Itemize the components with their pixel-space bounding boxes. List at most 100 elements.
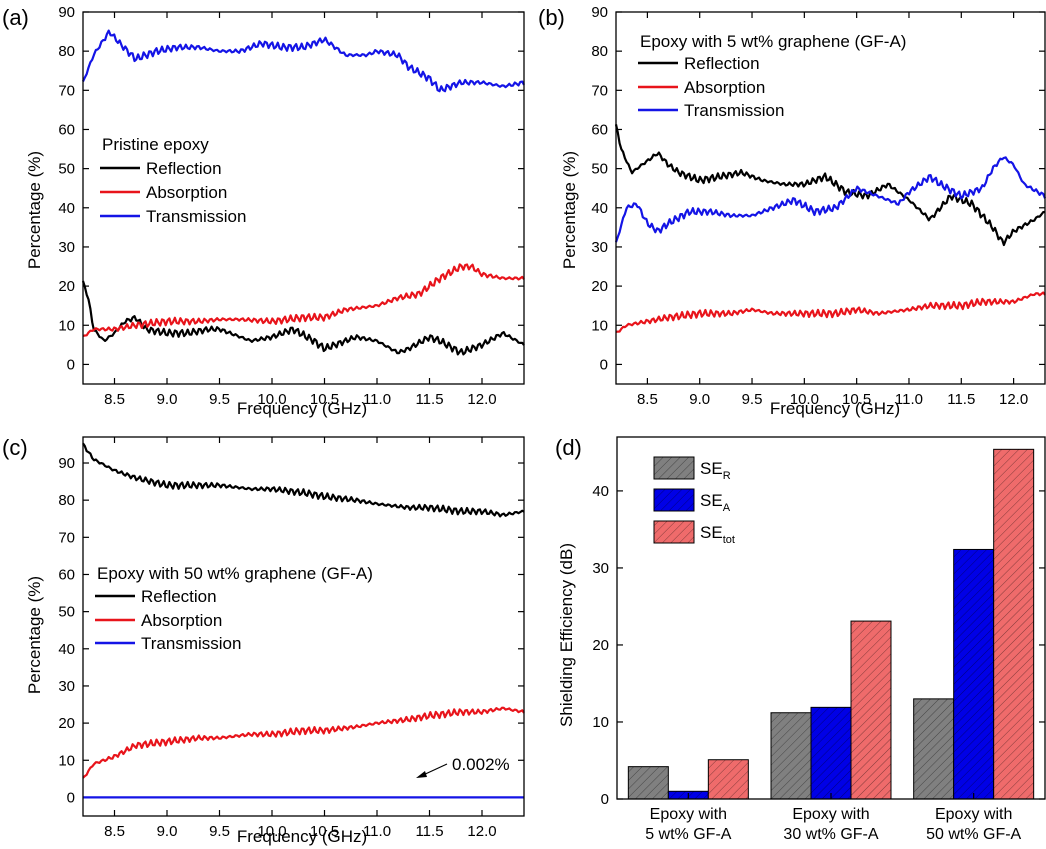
panel-b-y-tick-label: 80 [591,43,608,60]
panel-d-label: (d) [555,435,582,460]
panel-d-legend-se-r-sub: R [723,470,731,482]
panel-b-legend-transmission: Transmission [684,101,784,120]
panel-d-category-label: 5 wt% GF-A [645,826,732,843]
panel-d-bar-hatch-se-a [953,549,994,799]
panel-b-x-tick-label: 9.0 [689,391,710,408]
panel-a-x-tick-label: 9.0 [157,391,178,408]
panel-a-y-tick-label: 70 [58,82,75,99]
panel-d-category-label: Epoxy with [935,806,1012,823]
panel-b-x-tick-label: 10.5 [842,391,871,408]
panel-a-y-tick-label: 30 [58,239,75,256]
panel-d-bar-hatch-se-r [628,766,669,799]
panel-a-x-tick-label: 11.5 [415,391,443,408]
panel-b-x-tick-label: 10.0 [790,391,819,408]
panel-c-y-tick-label: 80 [58,492,75,509]
panel-d-legend-se-r: SER [700,459,731,482]
panel-d-category-label: Epoxy with [792,806,869,823]
panel-b-x-tick-label: 8.5 [637,391,658,408]
panel-c-legend-title: Epoxy with 50 wt% graphene (GF-A) [97,564,373,583]
panel-d-legend-se-tot: SEtot [700,523,735,546]
panel-c-y-axis-title: Percentage (%) [25,576,44,694]
panel-a-label: (a) [2,5,29,30]
panel-b-reflection-absorption-transmission-chart: (b) Percentage (%) Frequency (GHz) 0 10 20… [538,4,1046,418]
panel-c-plot-frame [82,436,525,817]
panel-b-y-tick-label: 0 [600,356,608,373]
panel-d-legend-se-a: SEA [700,491,731,514]
panel-a-legend-transmission: Transmission [146,207,246,226]
panel-a-legend-reflection: Reflection [146,159,222,178]
panel-a-reflection-absorption-transmission-chart: (a) Percentage (%) Frequency (GHz) 0 10 20… [2,4,525,418]
panel-c-reflection-absorption-transmission-chart: (c) Percentage (%) Frequency (GHz) 0 10 20… [2,435,525,846]
panel-c-y-tick-label: 60 [58,566,75,583]
panel-a-y-tick-label: 10 [58,317,75,334]
panel-b-y-tick-label: 60 [591,121,608,138]
panel-d-legend-se-a-sub: A [723,502,731,514]
panel-a-x-tick-label: 10.0 [257,391,286,408]
panel-c-annotation-arrowhead [416,771,427,778]
panel-b-legend-title: Epoxy with 5 wt% graphene (GF-A) [640,32,906,51]
panel-d-legend-se-tot-main: SE [700,523,723,542]
panel-d-y-tick-label: 0 [601,791,609,808]
panel-c-legend-absorption: Absorption [141,611,222,630]
panel-a-y-axis-title: Percentage (%) [25,151,44,269]
panel-c-annotation: 0.002% [416,755,510,778]
panel-d-y-tick-label: 20 [592,637,609,654]
panel-b-y-axis-title: Percentage (%) [560,151,579,269]
panel-c-y-tick-label: 90 [58,455,75,472]
panel-d-legend-se-a-main: SE [700,491,723,510]
panel-d-bar-hatch-se-r [913,698,954,799]
panel-d-legend-swatch-se-a-hatch [654,489,694,511]
panel-d-bar-hatch-se-tot [851,621,891,799]
panel-b-y-tick-label: 10 [591,317,608,334]
panel-a-y-tick-label: 60 [58,121,75,138]
panel-b-x-tick-label: 11.5 [947,391,975,408]
panel-a-y-tick-label: 80 [58,43,75,60]
panel-c-x-tick-label: 10.5 [310,823,339,840]
panel-d-plot-frame [616,436,1046,800]
panel-d-y-tick-label: 10 [592,714,609,731]
panel-a-x-tick-label: 10.5 [310,391,339,408]
panel-b-y-tick-label: 70 [591,82,608,99]
panel-b-x-tick-label: 12.0 [999,391,1028,408]
panel-b-y-tick-label: 50 [591,161,608,178]
panel-b-y-tick-label: 30 [591,239,608,256]
panel-d-bar-hatch-se-r [771,712,811,799]
panel-b-plot-frame [615,11,1046,385]
panel-c-x-tick-label: 9.5 [209,823,230,840]
panel-a-y-tick-label: 40 [58,200,75,217]
panel-d-y-tick-label: 30 [592,560,609,577]
panel-c-line-absorption [82,706,525,779]
panel-d-legend-se-tot-sub: tot [723,534,735,546]
panel-d-bar-hatch-se-tot [993,449,1034,799]
panel-b-line-absorption [615,291,1046,333]
panel-b-y-tick-label: 40 [591,200,608,217]
panel-d-legend-swatch-se-r-hatch [654,457,694,479]
panel-c-x-axis-title: Frequency (GHz) [237,827,367,846]
panel-c-y-tick-label: 0 [67,789,75,806]
panel-d-category-label: Epoxy with [650,806,727,823]
panel-c-legend-reflection: Reflection [141,587,217,606]
panel-a-line-transmission [82,29,525,93]
panel-d-legend-se-r-main: SE [700,459,723,478]
panel-b-legend-reflection: Reflection [684,54,760,73]
panel-d-legend-swatch-se-tot-hatch [654,521,694,543]
panel-c-x-tick-label: 11.0 [363,823,391,840]
panel-a-legend-title: Pristine epoxy [102,135,209,154]
panel-b-label: (b) [538,5,565,30]
panel-a-x-tick-label: 12.0 [467,391,496,408]
panel-c-label: (c) [2,435,28,460]
panel-b-x-tick-label: 9.5 [742,391,763,408]
panel-c-line-reflection [82,442,525,518]
panel-d-shielding-efficiency-bar-chart: (d) Shielding Efficiency (dB) 010203040 … [555,435,1046,843]
panel-d-category-label: 50 wt% GF-A [926,826,1021,843]
panel-a-x-tick-label: 9.5 [209,391,230,408]
panel-b-x-axis-title: Frequency (GHz) [770,399,900,418]
panel-a-x-axis-title: Frequency (GHz) [237,399,367,418]
panel-c-y-tick-label: 20 [58,715,75,732]
panel-b-legend: Epoxy with 5 wt% graphene (GF-A) Reflect… [638,32,906,120]
panel-a-legend-absorption: Absorption [146,183,227,202]
panel-c-x-tick-label: 8.5 [104,823,125,840]
panel-b-line-transmission [614,156,1046,243]
panel-a-line-reflection [81,280,525,356]
panel-a-x-tick-label: 11.0 [363,391,391,408]
